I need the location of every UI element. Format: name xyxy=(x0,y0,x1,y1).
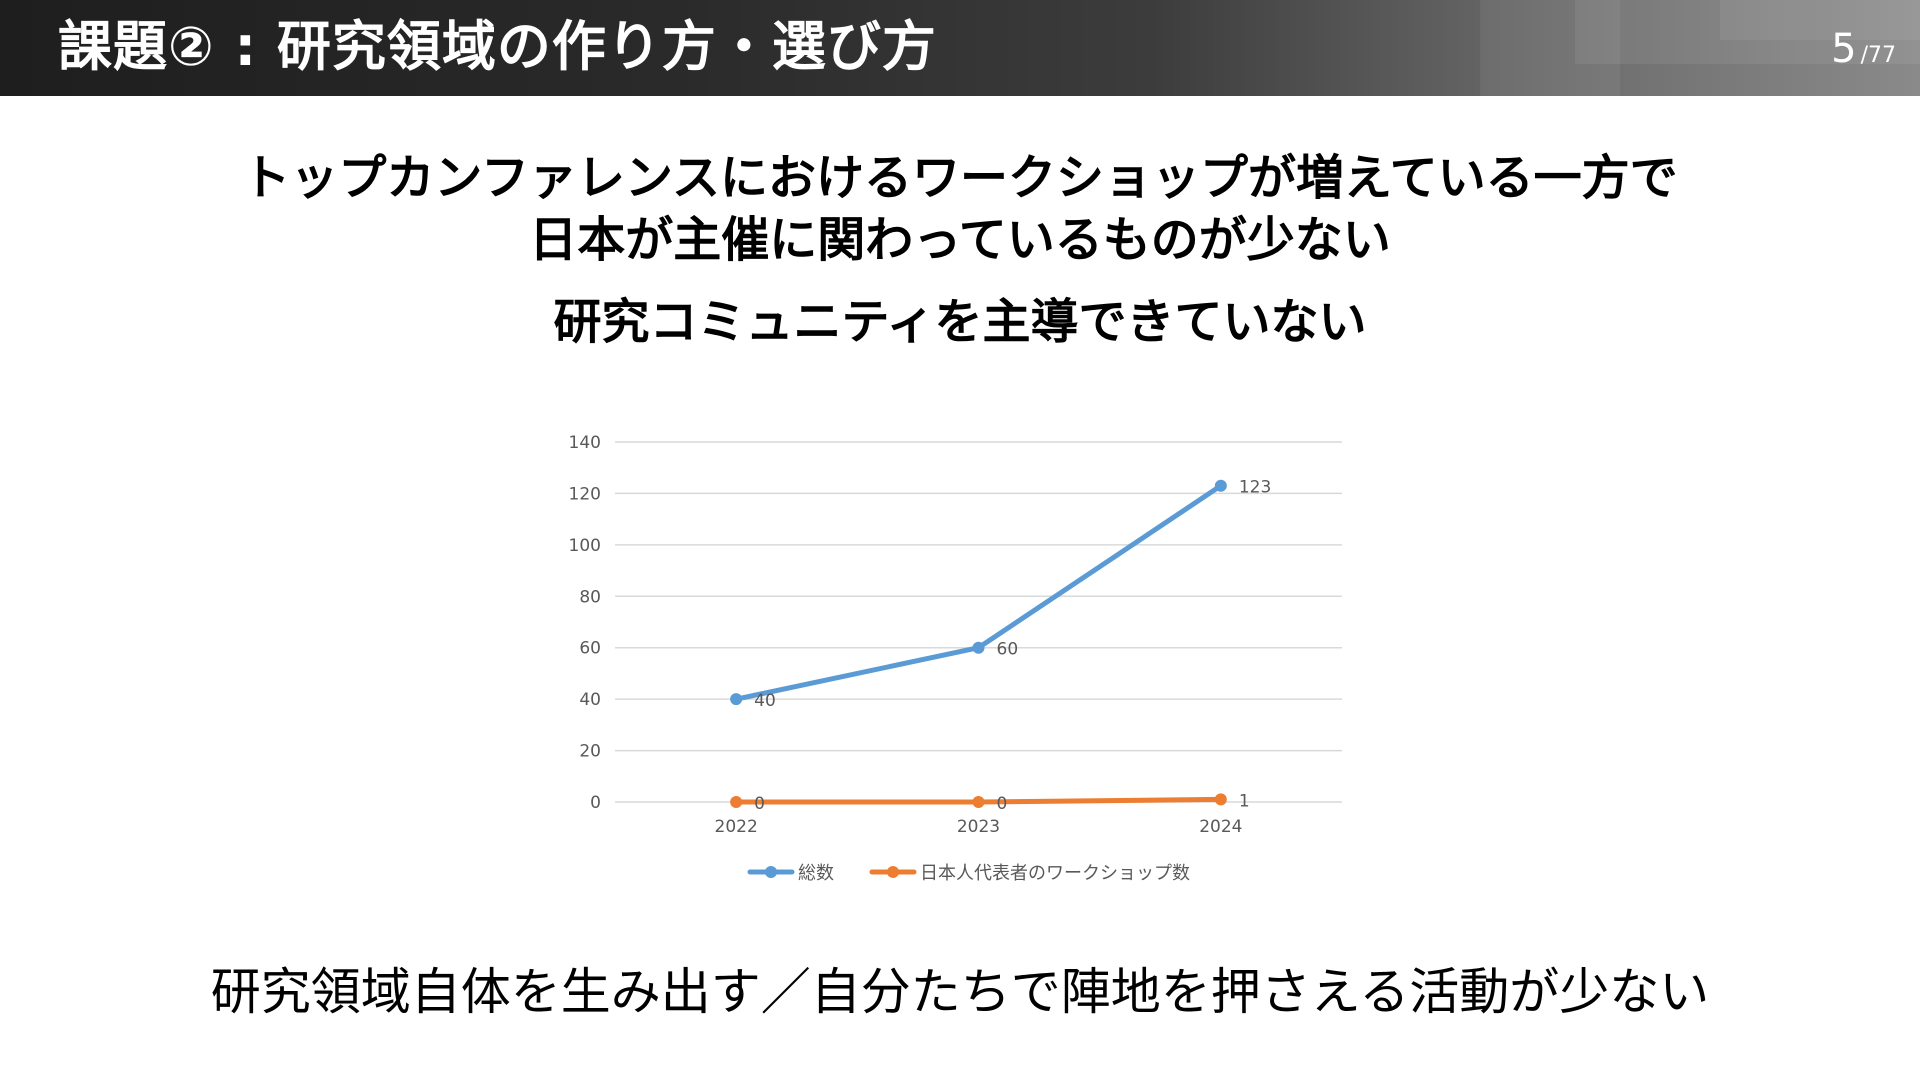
data-label: 0 xyxy=(754,794,765,814)
data-label: 0 xyxy=(997,794,1008,814)
x-tick-label: 2022 xyxy=(715,817,758,837)
data-label: 40 xyxy=(754,691,776,711)
y-tick-label: 20 xyxy=(579,742,601,762)
y-tick-label: 40 xyxy=(579,690,601,710)
y-tick-label: 100 xyxy=(569,536,601,556)
data-point xyxy=(730,693,743,706)
y-tick-label: 80 xyxy=(579,587,601,607)
headline-line-2: 日本が主催に関わっているものが少ない xyxy=(529,212,1391,268)
legend-label: 日本人代表者のワークショップ数 xyxy=(920,863,1190,884)
y-tick-label: 0 xyxy=(590,793,601,813)
page-current: 5 xyxy=(1831,26,1857,72)
x-tick-label: 2024 xyxy=(1199,817,1242,837)
line-chart-svg: 0 20 40 60 80 100 120 140 2022 2023 2024 40 60 123 0 0 1… xyxy=(569,433,1342,884)
data-point xyxy=(1214,793,1227,806)
header-decoration xyxy=(1575,0,1920,64)
data-point xyxy=(972,796,985,808)
page-number: 5/77 xyxy=(1831,26,1896,80)
headline-line-3: 研究コミュニティを主導できていない xyxy=(553,294,1367,350)
page-total: /77 xyxy=(1860,43,1896,68)
data-point xyxy=(972,641,985,654)
header-decoration xyxy=(1720,0,1920,40)
legend-label: 総数 xyxy=(798,863,834,884)
legend-swatch-marker xyxy=(887,866,899,878)
y-tick-label: 120 xyxy=(569,484,601,504)
y-tick-label: 140 xyxy=(569,433,601,453)
data-label: 1 xyxy=(1239,791,1250,811)
x-tick-label: 2023 xyxy=(957,817,1000,837)
slide-title: 課題② : 研究領域の作り方・選び方 xyxy=(58,15,937,78)
footer-statement: 研究領域自体を生み出す／自分たちで陣地を押さえる活動が少ない xyxy=(210,963,1710,1021)
header-bar: 課題② : 研究領域の作り方・選び方 5/77 xyxy=(0,0,1920,96)
data-point xyxy=(1214,479,1227,492)
series-line xyxy=(733,483,1224,702)
data-label: 60 xyxy=(997,640,1019,660)
data-label: 123 xyxy=(1239,478,1271,498)
headline-line-1: トップカンファレンスにおけるワークショップが増えている一方で xyxy=(242,150,1678,206)
line-chart: 0 20 40 60 80 100 120 140 2022 2023 2024 40 60 123 0 0 1… xyxy=(540,420,1370,900)
data-point xyxy=(730,796,743,808)
legend-swatch-marker xyxy=(765,866,777,878)
y-tick-label: 60 xyxy=(579,639,601,659)
header-decoration xyxy=(1480,0,1620,96)
